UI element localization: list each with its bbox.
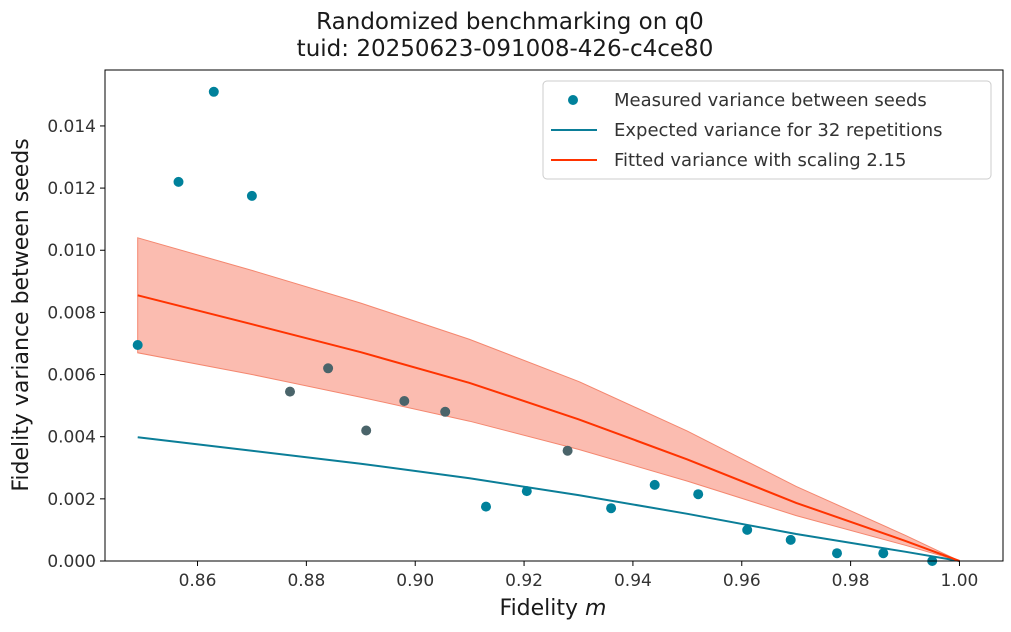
legend-label-expected: Expected variance for 32 repetitions bbox=[614, 120, 943, 141]
measured-point bbox=[562, 445, 573, 456]
measured-point bbox=[742, 524, 753, 535]
x-axis-label-symbol: m bbox=[585, 596, 606, 621]
x-tick-label: 0.96 bbox=[723, 571, 761, 591]
x-tick-label: 0.92 bbox=[505, 571, 543, 591]
y-tick-label: 0.000 bbox=[47, 552, 96, 572]
measured-point bbox=[246, 190, 257, 201]
measured-point bbox=[285, 386, 295, 397]
legend-label-measured: Measured variance between seeds bbox=[614, 90, 927, 111]
fitted-confidence-band bbox=[137, 237, 960, 562]
expected-variance-line bbox=[137, 436, 960, 562]
y-tick-label: 0.002 bbox=[47, 490, 96, 510]
y-tick-label: 0.004 bbox=[47, 428, 96, 448]
y-tick-label: 0.006 bbox=[47, 366, 96, 386]
y-tick-label: 0.010 bbox=[47, 241, 96, 261]
plot-area bbox=[132, 86, 960, 566]
x-tick-label: 0.86 bbox=[179, 571, 217, 591]
measured-point bbox=[481, 501, 491, 512]
x-axis-label: Fidelity m bbox=[500, 596, 607, 621]
measured-point bbox=[521, 486, 532, 497]
plot-frame bbox=[104, 69, 1004, 562]
measured-point bbox=[649, 479, 660, 490]
measured-point bbox=[323, 363, 334, 374]
y-tick-label: 0.008 bbox=[47, 303, 96, 323]
legend: Measured variance between seeds Expected… bbox=[542, 80, 992, 180]
measured-point bbox=[693, 489, 704, 500]
measured-point bbox=[173, 176, 184, 187]
x-axis-label-text: Fidelity bbox=[500, 596, 586, 621]
legend-box bbox=[542, 80, 992, 180]
measured-point bbox=[878, 548, 889, 559]
legend-label-fitted: Fitted variance with scaling 2.15 bbox=[614, 150, 906, 171]
x-tick-label: 1.00 bbox=[941, 571, 979, 591]
measured-point bbox=[208, 86, 219, 97]
measured-point bbox=[440, 406, 451, 417]
chart-title: Randomized benchmarking on q0 bbox=[316, 9, 704, 35]
measured-point bbox=[606, 503, 617, 514]
x-tick-label: 0.98 bbox=[832, 571, 870, 591]
chart-subtitle: tuid: 20250623-091008-426-c4ce80 bbox=[297, 36, 714, 62]
x-tick-label: 0.90 bbox=[396, 571, 434, 591]
x-tick-label: 0.94 bbox=[614, 571, 652, 591]
x-tick-label: 0.88 bbox=[287, 571, 325, 591]
y-tick-label: 0.014 bbox=[47, 117, 96, 137]
measured-point bbox=[832, 548, 842, 559]
measured-point bbox=[399, 396, 410, 406]
fitted-variance-line bbox=[137, 294, 960, 562]
x-axis: 0.86 0.88 0.90 0.92 0.94 0.96 0.98 1.00 bbox=[179, 561, 979, 591]
measured-point bbox=[361, 425, 372, 436]
y-tick-label: 0.012 bbox=[47, 179, 96, 199]
y-axis: 0.000 0.002 0.004 0.006 0.008 0.010 0.012 0.014 bbox=[47, 117, 105, 572]
legend-marker-measured bbox=[568, 95, 578, 105]
y-axis-label: Fidelity variance between seeds bbox=[9, 138, 34, 491]
measured-point bbox=[132, 340, 143, 350]
measured-point bbox=[785, 534, 796, 545]
